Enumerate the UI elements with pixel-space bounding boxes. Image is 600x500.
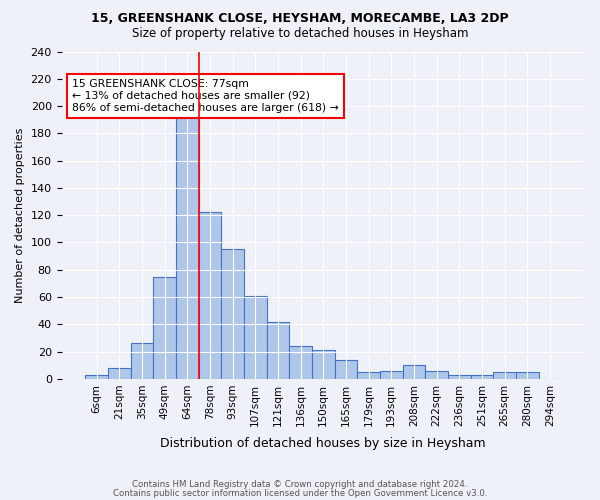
Bar (131, 344, 154, 379)
Bar (357, 372, 380, 379)
Text: Contains HM Land Registry data © Crown copyright and database right 2024.: Contains HM Land Registry data © Crown c… (132, 480, 468, 489)
Bar (108, 368, 131, 379)
Bar (493, 372, 516, 379)
Text: 15 GREENSHANK CLOSE: 77sqm
← 13% of detached houses are smaller (92)
86% of semi: 15 GREENSHANK CLOSE: 77sqm ← 13% of deta… (72, 80, 339, 112)
Bar (470, 375, 493, 379)
Bar (85, 375, 108, 379)
Bar (266, 322, 289, 379)
Bar (199, 212, 221, 379)
Bar (289, 346, 312, 379)
Y-axis label: Number of detached properties: Number of detached properties (15, 128, 25, 303)
Text: Contains public sector information licensed under the Open Government Licence v3: Contains public sector information licen… (113, 489, 487, 498)
Bar (176, 106, 199, 379)
Bar (335, 360, 357, 379)
Bar (244, 296, 266, 379)
Text: 15, GREENSHANK CLOSE, HEYSHAM, MORECAMBE, LA3 2DP: 15, GREENSHANK CLOSE, HEYSHAM, MORECAMBE… (91, 12, 509, 26)
Bar (403, 366, 425, 379)
Bar (516, 372, 539, 379)
Bar (380, 370, 403, 379)
Text: Size of property relative to detached houses in Heysham: Size of property relative to detached ho… (132, 28, 468, 40)
Bar (221, 250, 244, 379)
X-axis label: Distribution of detached houses by size in Heysham: Distribution of detached houses by size … (160, 437, 486, 450)
Bar (312, 350, 335, 379)
Bar (448, 375, 470, 379)
Bar (154, 276, 176, 379)
Bar (425, 370, 448, 379)
